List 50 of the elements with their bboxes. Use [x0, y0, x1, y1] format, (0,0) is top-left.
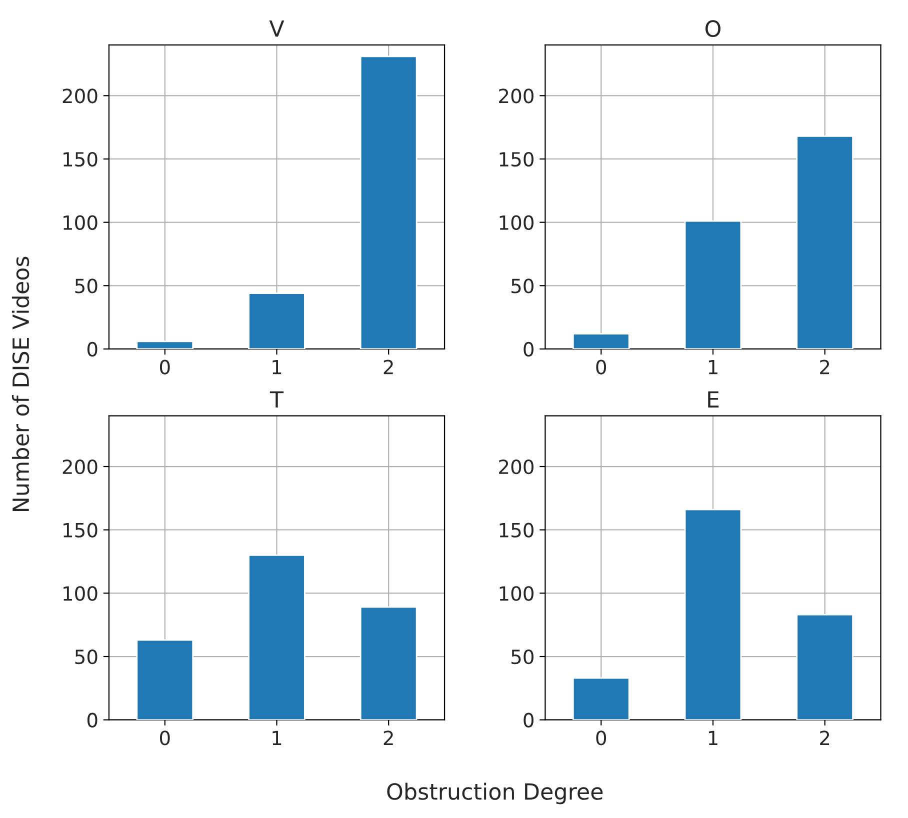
x-tick-label: 1 — [272, 730, 282, 746]
bar — [248, 554, 306, 720]
bar — [572, 677, 630, 720]
x-tick-label: 2 — [384, 360, 393, 374]
y-tick-label: 50 — [512, 278, 534, 294]
y-tick-label: 150 — [500, 522, 534, 538]
x-tick-label: 1 — [708, 360, 718, 374]
y-tick-label: 50 — [512, 649, 534, 664]
bar — [572, 333, 630, 349]
x-tick-label: 0 — [596, 360, 606, 374]
bar — [360, 606, 418, 720]
chart-title: V — [269, 20, 284, 37]
bar — [360, 56, 418, 349]
y-tick-label: 100 — [64, 586, 98, 601]
x-tick-label: 1 — [272, 360, 282, 374]
bar — [684, 220, 742, 349]
y-tick-label: 150 — [500, 152, 534, 167]
x-tick-label: 2 — [820, 360, 830, 374]
y-tick-label: 0 — [524, 712, 534, 728]
x-axis-title: Obstruction Degree — [387, 782, 603, 804]
y-tick-label: 200 — [62, 88, 98, 104]
bar — [796, 614, 854, 720]
y-tick-label: 50 — [75, 649, 98, 664]
y-tick-label: 100 — [500, 215, 534, 230]
bar — [136, 340, 194, 349]
y-tick-label: 200 — [499, 88, 534, 104]
x-tick-label: 2 — [384, 730, 393, 746]
y-tick-label: 150 — [64, 522, 98, 538]
x-tick-label: 1 — [708, 730, 718, 746]
bar — [136, 639, 194, 720]
bar — [248, 292, 306, 349]
y-axis-title: Number of DISE Videos — [12, 256, 30, 512]
x-tick-label: 0 — [160, 730, 170, 746]
y-tick-label: 200 — [62, 459, 98, 474]
y-tick-label: 100 — [64, 215, 98, 230]
chart-title: O — [705, 20, 720, 37]
y-tick-label: 150 — [64, 152, 98, 167]
chart-title: E — [708, 391, 719, 408]
y-tick-label: 0 — [87, 342, 98, 357]
chart-title: T — [270, 391, 284, 408]
bar — [684, 508, 742, 720]
y-tick-label: 0 — [524, 342, 534, 357]
y-tick-label: 200 — [499, 459, 534, 474]
y-tick-label: 0 — [87, 712, 98, 728]
x-tick-label: 2 — [820, 730, 830, 746]
x-tick-label: 0 — [160, 360, 170, 374]
y-tick-label: 100 — [500, 586, 534, 601]
x-tick-label: 0 — [596, 730, 606, 746]
y-tick-label: 50 — [75, 278, 98, 294]
bar — [796, 135, 854, 349]
